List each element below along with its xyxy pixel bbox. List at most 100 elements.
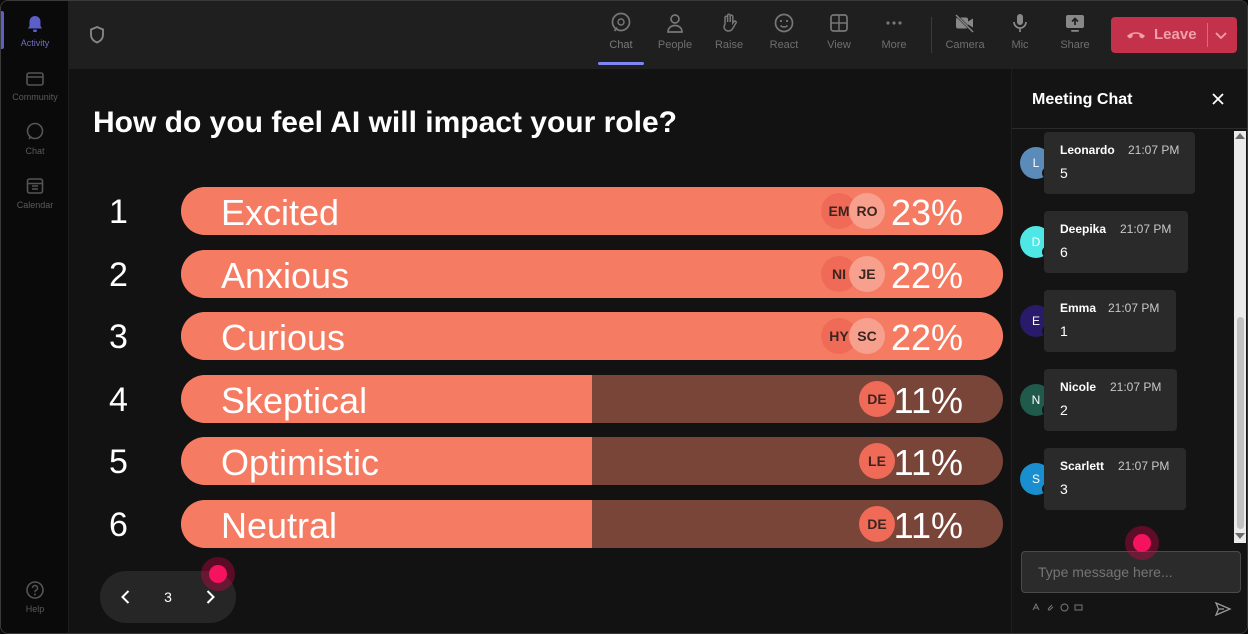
sender-name: Leonardo (1060, 143, 1115, 157)
chat-active-indicator (598, 62, 644, 65)
message-text: 6 (1060, 244, 1068, 260)
voter-avatar: DE (859, 506, 895, 542)
chat-message-input[interactable] (1021, 551, 1241, 593)
avatar-initial: E (1031, 314, 1040, 328)
rail-item-calendar[interactable]: Calendar (1, 175, 69, 210)
people-button-label: People (657, 39, 693, 51)
option-number: 4 (109, 381, 128, 419)
view-button[interactable]: View (814, 11, 864, 51)
chat-scrollbar[interactable] (1234, 131, 1246, 543)
message-text: 5 (1060, 165, 1068, 181)
smiley-icon (774, 13, 794, 33)
meeting-toolbar: Chat People Raise React View More Camera (69, 1, 1247, 69)
option-bar: Anxious NI JE 22% (181, 250, 1003, 298)
gif-icon[interactable] (1074, 603, 1083, 612)
voter-avatar: RO (849, 193, 885, 229)
avatar-initial: L (1032, 156, 1040, 170)
phone-hangup-icon (1127, 32, 1145, 39)
share-screen-icon (1066, 15, 1084, 32)
sender-name: Scarlett (1060, 459, 1105, 473)
click-indicator (201, 557, 235, 591)
scroll-down-arrow[interactable] (1235, 533, 1245, 539)
more-button[interactable]: More (869, 11, 919, 51)
rail-item-activity[interactable]: Activity (1, 13, 69, 48)
chat-icon (611, 12, 631, 32)
voter-avatar: DE (859, 381, 895, 417)
poll-option-row: 1 Excited EM RO 23% (69, 187, 1011, 235)
chevron-right-icon[interactable] (200, 587, 220, 607)
option-number: 5 (109, 443, 128, 481)
option-percentage: 11% (893, 380, 963, 421)
poll-stage: How do you feel AI will impact your role… (69, 69, 1011, 633)
send-icon[interactable] (1214, 600, 1232, 618)
avatar-initial: D (1031, 235, 1041, 249)
message-text: 1 (1060, 323, 1068, 339)
scroll-up-arrow[interactable] (1235, 133, 1245, 139)
sender-name: Nicole (1060, 380, 1097, 394)
option-label: Anxious (221, 255, 350, 296)
share-button[interactable]: Share (1050, 11, 1100, 51)
community-icon (26, 72, 44, 86)
option-percentage: 22% (890, 255, 963, 296)
message-time: 21:07 PM (1108, 301, 1160, 315)
close-icon[interactable] (1210, 91, 1226, 107)
app-rail: Activity Community Chat Calendar Help (1, 1, 69, 633)
option-percentage: 11% (893, 442, 963, 483)
format-icon[interactable] (1032, 603, 1041, 612)
mic-icon (1013, 14, 1027, 32)
shield-icon[interactable] (87, 25, 107, 45)
camera-off-icon (955, 14, 974, 33)
message-time: 21:07 PM (1118, 459, 1170, 473)
option-bar: Curious HY SC 22% (181, 312, 1003, 360)
rail-item-community[interactable]: Community (1, 67, 69, 102)
leave-button[interactable]: Leave (1111, 17, 1237, 53)
rail-item-help[interactable]: Help (1, 579, 69, 614)
grid-view-icon (830, 14, 848, 32)
people-button[interactable]: People (650, 11, 700, 51)
chevron-down-icon[interactable] (1213, 27, 1229, 43)
avatar-initial: N (1031, 393, 1041, 407)
option-bar: Neutral DE 11% (181, 500, 1003, 548)
rail-label: Chat (25, 146, 45, 156)
message-time: 21:07 PM (1128, 143, 1180, 157)
chat-header-divider (1012, 128, 1247, 129)
voter-avatar: SC (849, 318, 885, 354)
option-number: 1 (109, 193, 128, 231)
raise-button-label: Raise (714, 39, 744, 51)
react-button[interactable]: React (759, 11, 809, 51)
people-icon (667, 14, 683, 33)
option-bar: Excited EM RO 23% (181, 187, 1003, 235)
option-bar: Optimistic LE 11% (181, 437, 1003, 485)
chat-button-label: Chat (609, 39, 633, 51)
meeting-chat-panel: Meeting Chat L Leonardo 21:07 PM 5 D Deepika 2… (1011, 69, 1247, 633)
chevron-left-icon[interactable] (116, 587, 136, 607)
chat-message: Scarlett 21:07 PM 3 (1044, 448, 1186, 510)
camera-button[interactable]: Camera (940, 11, 990, 51)
hand-icon (723, 13, 737, 32)
chat-message: Emma 21:07 PM 1 (1044, 290, 1176, 352)
poll-option-row: 3 Curious HY SC 22% (69, 312, 1011, 360)
view-button-label: View (827, 39, 851, 51)
rail-item-chat[interactable]: Chat (1, 121, 69, 156)
option-percentage: 23% (890, 192, 963, 233)
chat-message: Deepika 21:07 PM 6 (1044, 211, 1188, 273)
poll-option-row: 6 Neutral DE 11% (69, 500, 1011, 548)
chat-icon (26, 122, 44, 140)
leave-label: Leave (1154, 26, 1197, 43)
poll-question: How do you feel AI will impact your role… (93, 106, 677, 139)
option-number: 6 (109, 506, 128, 544)
more-button-label: More (881, 39, 907, 51)
message-text: 2 (1060, 402, 1068, 418)
emoji-icon[interactable] (1060, 603, 1069, 612)
more-icon (886, 21, 902, 25)
scrollbar-thumb[interactable] (1237, 317, 1244, 529)
poll-option-row: 4 Skeptical DE 11% (69, 375, 1011, 423)
raise-hand-button[interactable]: Raise (704, 11, 754, 51)
chat-button[interactable]: Chat (596, 11, 646, 51)
avatar-initial: S (1031, 472, 1040, 486)
attach-icon[interactable] (1046, 603, 1055, 612)
option-label: Optimistic (221, 442, 380, 483)
page-number: 3 (164, 589, 172, 605)
mic-button[interactable]: Mic (995, 11, 1045, 51)
